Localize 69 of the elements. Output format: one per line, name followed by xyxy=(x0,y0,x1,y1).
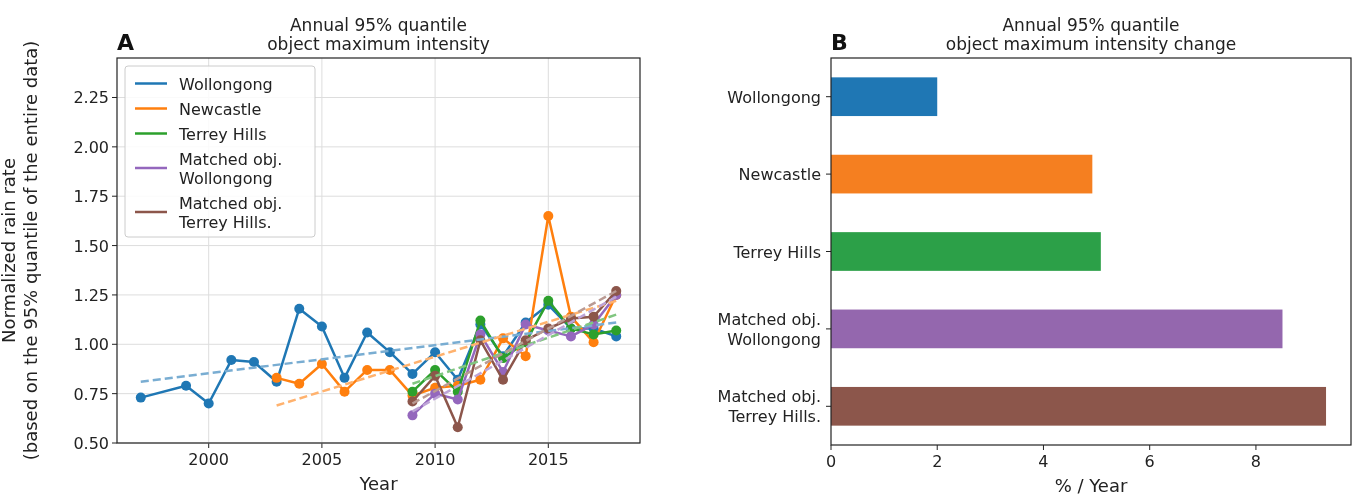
point xyxy=(430,347,441,358)
legend-label: Matched obj. Terrey Hills. xyxy=(178,193,283,232)
point xyxy=(407,368,418,379)
x-tick-label: 6 xyxy=(1144,452,1155,471)
point xyxy=(339,386,350,397)
point xyxy=(543,295,554,306)
chart-title: Annual 95% quantile object maximum intensity change xyxy=(945,15,1237,54)
y-tick-label: 1.50 xyxy=(73,236,109,256)
x-tick-label: 2 xyxy=(932,452,943,471)
point xyxy=(339,372,350,383)
bar xyxy=(831,309,1283,349)
y-tick-label: Terrey Hills xyxy=(732,242,821,262)
point xyxy=(316,321,327,332)
legend-label: Newcastle xyxy=(179,99,262,119)
point xyxy=(248,357,259,368)
y-tick-label: Matched obj. Terrey Hills. xyxy=(717,387,821,427)
point xyxy=(452,422,463,433)
point xyxy=(271,372,282,383)
point xyxy=(565,331,576,342)
x-axis-title: Year xyxy=(358,473,399,494)
point xyxy=(294,378,305,389)
bar xyxy=(831,386,1327,426)
x-tick-label: 8 xyxy=(1250,452,1262,471)
y-tick-label: 2.00 xyxy=(73,137,109,157)
point xyxy=(611,325,622,336)
point xyxy=(452,394,463,405)
bar xyxy=(831,154,1093,194)
bar xyxy=(831,77,938,117)
point xyxy=(407,386,418,397)
legend-label: Matched obj. Wollongong xyxy=(179,149,283,188)
bar xyxy=(831,232,1101,271)
y-tick-label: Wollongong xyxy=(727,87,821,107)
text: A xyxy=(117,30,135,55)
legend-label: Wollongong xyxy=(179,74,273,94)
x-tick-label: 2015 xyxy=(527,450,569,469)
point xyxy=(135,392,146,403)
x-tick-label: 4 xyxy=(1038,452,1049,471)
point xyxy=(407,410,418,421)
text: B xyxy=(831,30,848,55)
legend-label: Terrey Hills xyxy=(178,124,267,144)
y-tick-label: Newcastle xyxy=(738,165,821,185)
point xyxy=(181,380,192,391)
point xyxy=(316,359,327,370)
x-tick-label: 2005 xyxy=(301,450,343,469)
x-axis-title: % / Year xyxy=(1054,475,1128,496)
point xyxy=(475,315,486,326)
y-tick-label: 0.50 xyxy=(73,434,109,453)
point xyxy=(588,311,599,322)
y-tick-label: 2.25 xyxy=(73,88,109,108)
point xyxy=(226,355,237,366)
x-tick-label: 0 xyxy=(825,452,837,471)
point xyxy=(362,327,373,338)
y-tick-label: 0.75 xyxy=(73,384,109,404)
point xyxy=(588,329,599,340)
y-tick-label: 1.00 xyxy=(73,335,109,355)
chart-title: Annual 95% quantile object maximum intensity xyxy=(267,15,490,54)
point xyxy=(203,398,214,409)
y-tick-label: 1.75 xyxy=(73,187,109,207)
y-axis-title: Normalized rain rate (based on the 95% quantile of the entire data) xyxy=(0,40,41,461)
point xyxy=(520,351,531,362)
point xyxy=(498,374,509,385)
point xyxy=(294,303,305,314)
x-tick-label: 2000 xyxy=(188,450,230,469)
point xyxy=(362,364,373,375)
y-tick-label: 1.25 xyxy=(73,285,109,305)
point xyxy=(543,210,554,221)
y-tick-label: Matched obj. Wollongong xyxy=(717,309,821,349)
point xyxy=(475,374,486,385)
x-tick-label: 2010 xyxy=(414,450,456,469)
